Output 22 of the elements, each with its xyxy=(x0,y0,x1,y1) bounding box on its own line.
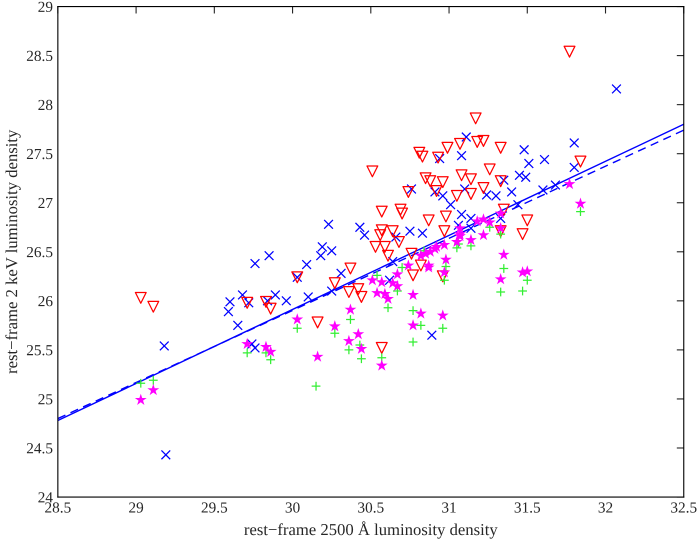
x-tick-label: 30.5 xyxy=(358,502,384,513)
x-tick-label: 31 xyxy=(442,502,456,513)
x-tick-label: 28.5 xyxy=(45,502,71,513)
y-tick-label: 27 xyxy=(38,198,53,208)
y-axis-title: rest−frame 2 keV luminosity density xyxy=(5,130,21,374)
y-tick-label: 29 xyxy=(38,2,52,12)
x-axis-title: rest−frame 2500 Å luminosity density xyxy=(244,521,498,539)
x-tick-label: 32 xyxy=(598,502,612,513)
x-tick-label: 29.5 xyxy=(202,502,228,513)
y-tick-label: 28.5 xyxy=(26,50,52,62)
x-tick-label: 31.5 xyxy=(514,502,540,513)
y-tick-label: 26 xyxy=(38,296,53,306)
y-tick-label: 24 xyxy=(38,492,53,502)
y-tick-label: 25 xyxy=(38,394,52,404)
y-tick-label: 28 xyxy=(38,100,52,110)
x-tick-label: 29 xyxy=(129,502,144,513)
y-tick-label: 25.5 xyxy=(26,345,52,356)
y-tick-label: 27.5 xyxy=(26,148,52,160)
y-tick-label: 26.5 xyxy=(26,246,52,258)
y-tick-label: 24.5 xyxy=(26,443,52,454)
x-tick-label: 32.5 xyxy=(671,502,697,513)
x-tick-label: 30 xyxy=(286,502,300,513)
